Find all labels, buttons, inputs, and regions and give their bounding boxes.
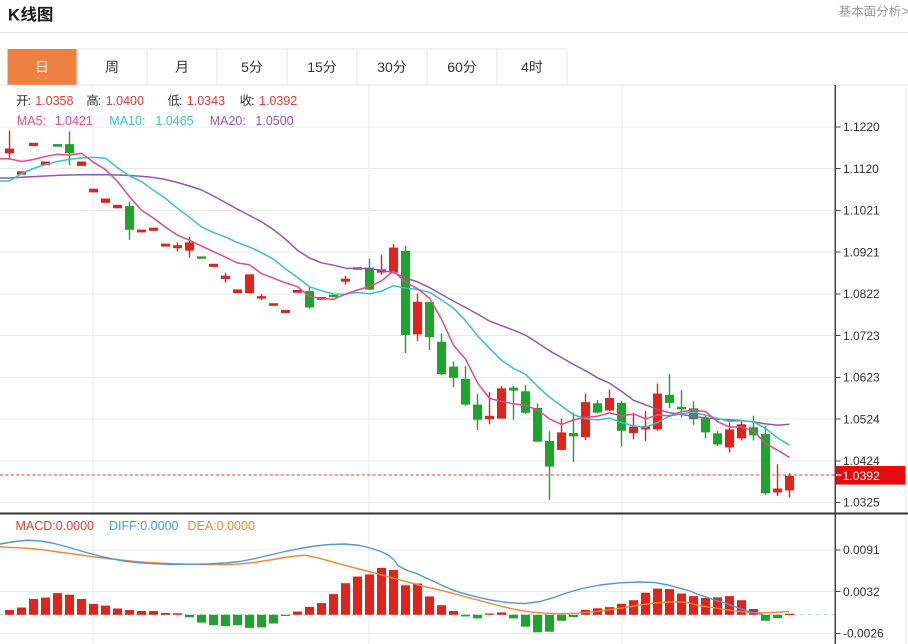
svg-text:MACD:0.0000: MACD:0.0000 [16,519,95,533]
svg-text:1.0424: 1.0424 [843,454,880,468]
svg-text:1.0358: 1.0358 [35,94,73,108]
svg-text:MA5:: MA5: [17,114,46,128]
svg-text:1.0822: 1.0822 [843,287,880,301]
svg-text:5: 5 [241,59,249,75]
svg-text:1.0921: 1.0921 [843,245,880,259]
svg-text:30: 30 [377,59,393,75]
svg-text:15: 15 [307,59,323,75]
svg-text:4: 4 [521,59,529,75]
svg-text:60: 60 [447,59,463,75]
svg-text:>: > [902,5,908,19]
svg-text:-0.0026: -0.0026 [843,627,884,641]
svg-text:MA20:: MA20: [210,114,246,128]
svg-text:MA10:: MA10: [109,114,145,128]
svg-text::: : [28,94,31,108]
svg-text:0.0091: 0.0091 [843,543,880,557]
svg-text:1.0400: 1.0400 [106,94,144,108]
svg-text:1.0325: 1.0325 [843,496,880,510]
svg-text::: : [251,94,254,108]
svg-text:1.0465: 1.0465 [155,114,193,128]
svg-text:1.1120: 1.1120 [843,162,879,176]
svg-text:1.0392: 1.0392 [259,94,297,108]
svg-text:1.1021: 1.1021 [843,204,880,218]
svg-text:1.0524: 1.0524 [843,412,880,426]
svg-text:1.0723: 1.0723 [843,329,880,343]
svg-text:DIFF:0.0000: DIFF:0.0000 [109,519,179,533]
svg-text::: : [179,94,182,108]
svg-text:1.0421: 1.0421 [55,114,93,128]
svg-text:1.0500: 1.0500 [255,114,293,128]
svg-text:DEA:0.0000: DEA:0.0000 [188,519,255,533]
svg-text:1.0392: 1.0392 [843,469,880,483]
svg-text:1.1220: 1.1220 [843,120,880,134]
svg-text:1.0343: 1.0343 [187,94,225,108]
svg-text:K: K [8,6,20,24]
svg-text:1.0623: 1.0623 [843,371,880,385]
svg-text::: : [98,94,101,108]
svg-text:0.0032: 0.0032 [843,585,880,599]
